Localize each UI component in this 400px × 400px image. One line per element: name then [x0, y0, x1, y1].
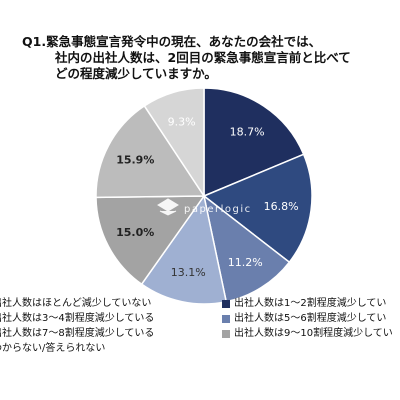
chart-title: Q1.緊急事態宣言発令中の現在、あなたの会社では、 社内の出社人数は、2回目の緊… [22, 34, 394, 82]
legend-item-6: 出社人数は9〜10割程度減少してい [222, 326, 393, 341]
legend-label: 出社人数はほとんど減少していない [0, 298, 152, 309]
pie-slice-label-6: 15.9% [116, 154, 154, 167]
legend-label: 出社人数は5〜6割程度減少してい [234, 313, 387, 324]
pie-slice-label-1: 18.7% [230, 125, 265, 138]
pie-slice-label-2: 16.8% [264, 200, 299, 213]
legend-item-7: わからない/答えられない [0, 341, 105, 356]
pie-slice-label-3: 11.2% [228, 256, 263, 269]
chart-title-line-1: Q1.緊急事態宣言発令中の現在、あなたの会社では、 [22, 34, 322, 49]
pie-slice-label-4: 13.1% [171, 266, 206, 279]
legend-item-1: 出社人数はほとんど減少していない [0, 296, 151, 311]
legend-item-4: 出社人数は5〜6割程度減少してい [222, 311, 386, 326]
pie-slice-6 [95, 104, 206, 199]
legend-item-3: 出社人数は3〜4割程度減少している [0, 311, 154, 326]
pie-slice-7 [143, 87, 205, 199]
legend-swatch [222, 329, 230, 338]
watermark-logo: paperlogic [157, 198, 252, 216]
legend-swatch [222, 299, 230, 308]
pie-slice-5 [95, 195, 206, 286]
legend-label: わからない/答えられない [0, 343, 106, 354]
chart-title-line-3: どの程度減少していますか。 [55, 66, 217, 81]
legend-item-2: 出社人数は1〜2割程度減少してい [222, 296, 386, 311]
chart-title-line-2: 社内の出社人数は、2回目の緊急事態宣言前と比べて [55, 50, 351, 65]
pie-slice-2 [202, 153, 313, 264]
pie-slice-label-7: 9.3% [168, 116, 196, 129]
watermark-text: paperlogic [184, 204, 252, 215]
watermark-mark-icon [157, 198, 179, 216]
legend-swatch [222, 314, 230, 323]
pie-labels: 18.7% 16.8% 11.2% 13.1% 15.0% 15.9% 9.3% [116, 116, 298, 280]
legend-label: 出社人数は3〜4割程度減少している [0, 313, 155, 324]
pie-slice-1 [203, 87, 305, 198]
legend-label: 出社人数は7〜8割程度減少している [0, 328, 155, 339]
legend-label: 出社人数は9〜10割程度減少してい [234, 328, 393, 339]
chart-legend: 出社人数はほとんど減少していない 出社人数は1〜2割程度減少してい出社人数は3〜4… [0, 296, 400, 376]
pie-slice-label-5: 15.0% [116, 226, 154, 239]
legend-label: 出社人数は1〜2割程度減少してい [234, 298, 387, 309]
legend-item-5: 出社人数は7〜8割程度減少している [0, 326, 154, 341]
